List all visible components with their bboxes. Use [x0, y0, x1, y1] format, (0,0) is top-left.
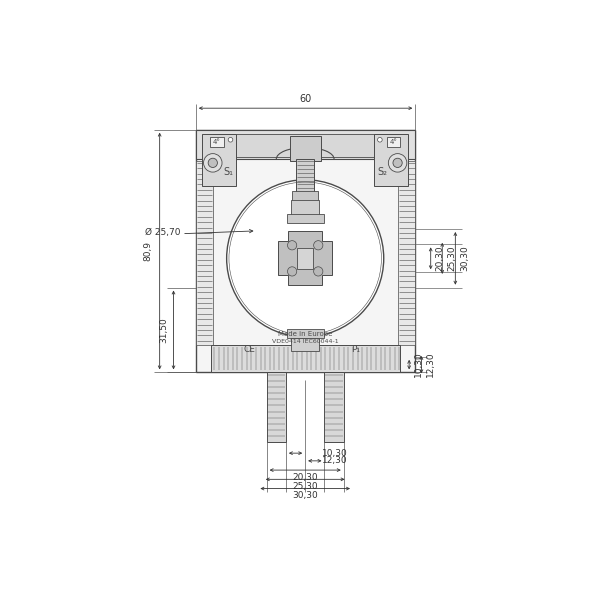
Circle shape: [377, 137, 382, 142]
Circle shape: [314, 241, 323, 250]
Circle shape: [228, 137, 233, 142]
Text: 12,30: 12,30: [322, 457, 348, 466]
Polygon shape: [278, 232, 332, 285]
Text: 4°: 4°: [390, 139, 398, 145]
Text: VDE0414 IEC60044-1: VDE0414 IEC60044-1: [272, 339, 338, 344]
Text: 30,30: 30,30: [460, 245, 469, 271]
Text: 25,30: 25,30: [447, 245, 456, 271]
Bar: [202, 134, 236, 186]
Bar: [196, 130, 415, 372]
Bar: [287, 329, 323, 338]
Text: S₁: S₁: [223, 167, 233, 177]
Text: 10,30: 10,30: [414, 352, 423, 377]
Bar: [292, 338, 319, 351]
Circle shape: [227, 180, 384, 337]
Text: 4°: 4°: [213, 139, 221, 145]
Bar: [290, 136, 320, 161]
Text: Ø 25,70: Ø 25,70: [145, 227, 181, 236]
Circle shape: [287, 241, 297, 250]
Bar: [292, 200, 319, 215]
Circle shape: [203, 154, 222, 172]
Bar: [196, 161, 213, 346]
Bar: [213, 134, 398, 157]
Text: 25,30: 25,30: [292, 482, 318, 491]
Text: 12,30: 12,30: [426, 352, 435, 377]
Text: 80,9: 80,9: [143, 241, 152, 261]
Text: 60: 60: [299, 94, 311, 104]
Bar: [374, 134, 409, 186]
Text: 10,30: 10,30: [322, 449, 348, 458]
Bar: [211, 137, 224, 148]
Text: 20,30: 20,30: [436, 245, 445, 271]
Circle shape: [287, 267, 297, 276]
Text: Made in Europe: Made in Europe: [278, 331, 332, 337]
Text: CE: CE: [244, 344, 256, 353]
Text: 30,30: 30,30: [292, 491, 318, 500]
Bar: [287, 214, 323, 223]
Text: S₂: S₂: [377, 167, 387, 177]
Bar: [211, 346, 400, 372]
Bar: [292, 191, 318, 200]
Bar: [266, 372, 286, 442]
Bar: [387, 137, 400, 148]
Bar: [398, 161, 415, 346]
Bar: [196, 130, 415, 159]
Circle shape: [208, 158, 217, 167]
Text: P₁: P₁: [351, 344, 360, 353]
Bar: [325, 372, 344, 442]
Bar: [298, 248, 313, 269]
Text: 31,50: 31,50: [159, 317, 168, 343]
Circle shape: [388, 154, 407, 172]
Circle shape: [393, 158, 402, 167]
Bar: [296, 159, 314, 194]
Circle shape: [314, 267, 323, 276]
Text: 20,30: 20,30: [292, 473, 318, 482]
